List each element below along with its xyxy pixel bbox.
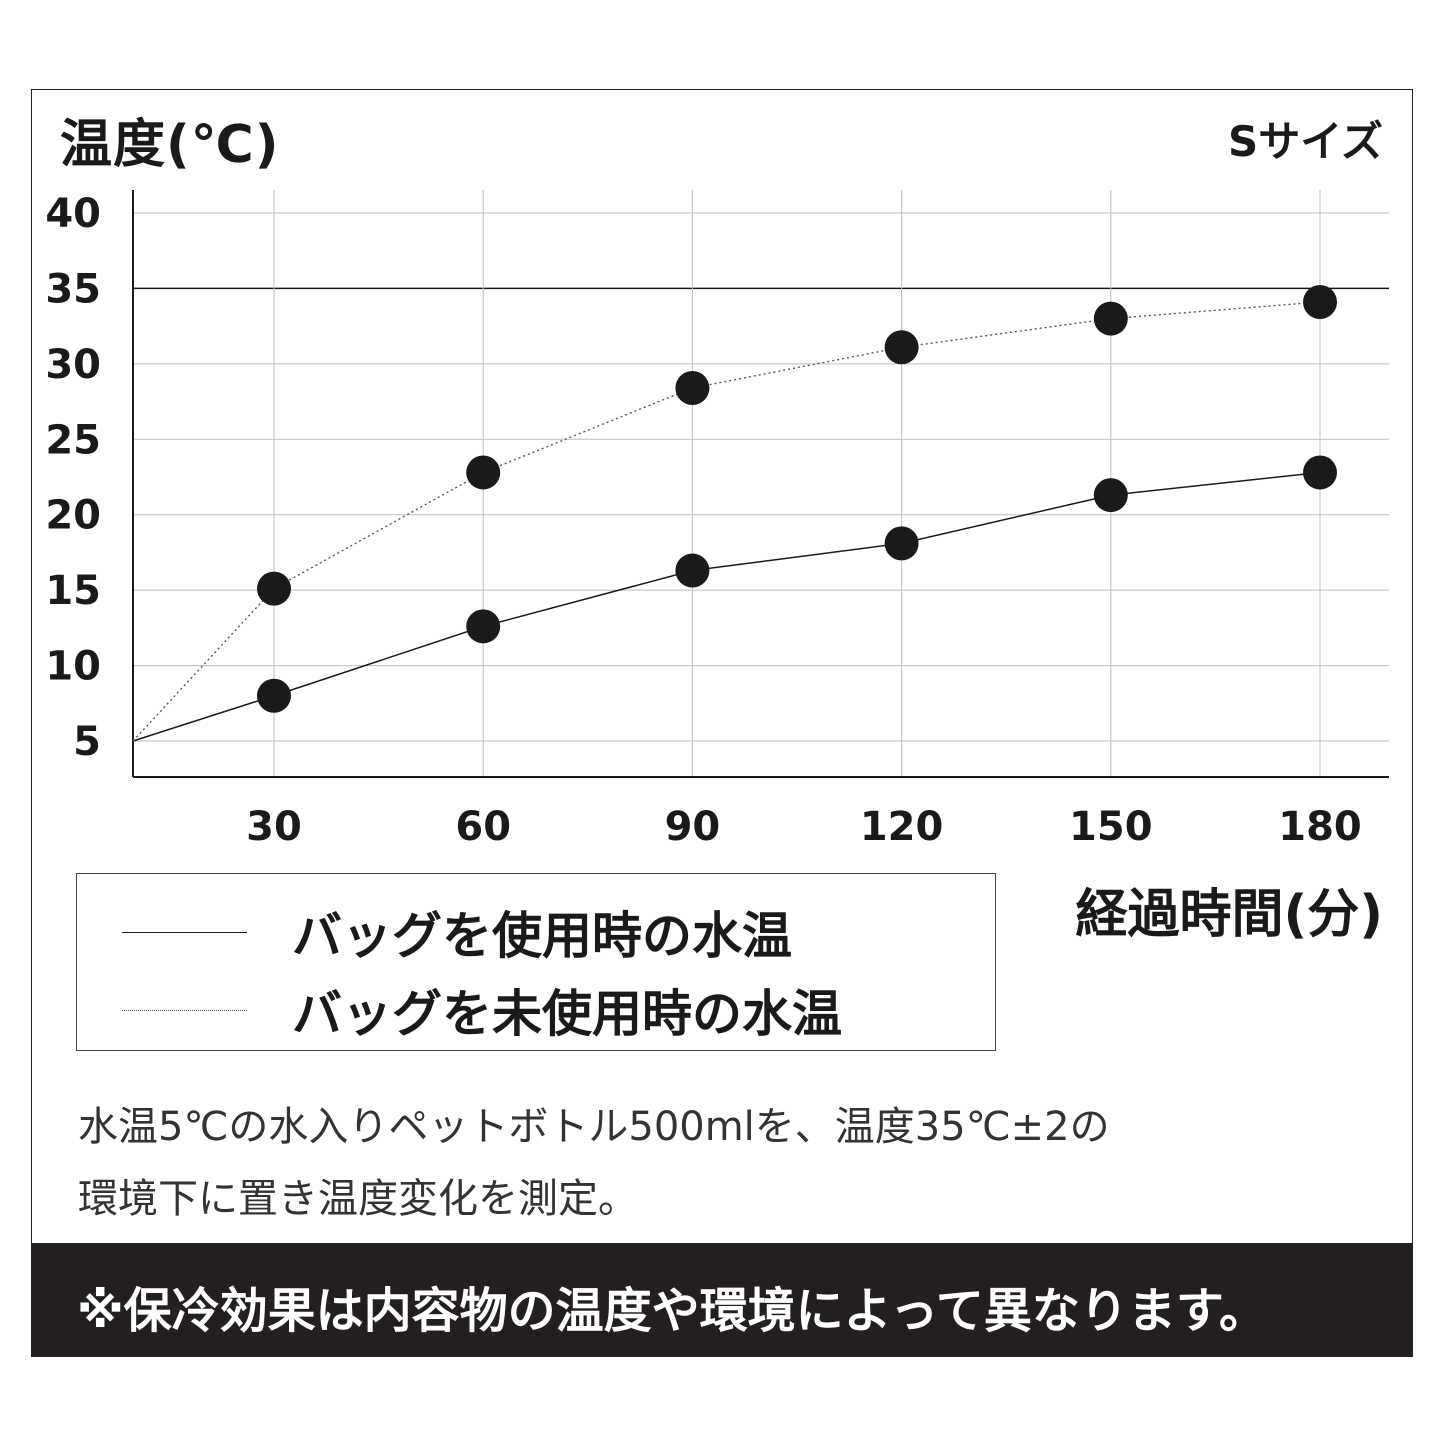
y-tick-label: 20 bbox=[45, 493, 101, 539]
data-point-unused bbox=[1093, 301, 1128, 336]
data-point-unused bbox=[675, 370, 710, 405]
footer-text: ※保冷効果は内容物の温度や環境によって異なります。 bbox=[77, 1283, 1268, 1339]
y-tick-label: 35 bbox=[45, 266, 101, 312]
x-axis-label: 経過時間(分) bbox=[1075, 885, 1383, 945]
y-tick-label: 40 bbox=[45, 191, 101, 237]
legend-item-used: バッグを使用時の水温 bbox=[122, 896, 792, 968]
note-line-2: 環境下に置き温度変化を測定。 bbox=[78, 1176, 638, 1222]
data-point-unused bbox=[884, 330, 919, 365]
y-tick-label: 30 bbox=[45, 342, 101, 388]
y-tick-label: 5 bbox=[73, 719, 101, 765]
y-tick-label: 10 bbox=[45, 644, 101, 690]
series-line-used bbox=[132, 471, 1321, 742]
data-point-unused bbox=[1303, 285, 1337, 320]
x-tick-label: 120 bbox=[860, 804, 944, 850]
legend-item-unused: バッグを未使用時の水温 bbox=[122, 974, 842, 1046]
chart-title: Sサイズ bbox=[1228, 117, 1383, 166]
footer-banner: ※保冷効果は内容物の温度や環境によって異なります。 bbox=[31, 1243, 1413, 1357]
data-point-used bbox=[675, 553, 710, 588]
x-tick-label: 150 bbox=[1069, 804, 1153, 850]
y-tick-label: 15 bbox=[45, 568, 101, 614]
legend-label-used: バッグを使用時の水温 bbox=[292, 907, 792, 965]
legend-solid-line-icon bbox=[122, 931, 247, 933]
data-point-unused bbox=[257, 571, 291, 606]
legend-dotted-line-icon bbox=[122, 1009, 247, 1011]
data-point-used bbox=[1303, 455, 1337, 490]
x-tick-label: 180 bbox=[1278, 804, 1362, 850]
data-point-used bbox=[257, 678, 291, 713]
series-line-unused bbox=[132, 301, 1321, 742]
x-tick-label: 30 bbox=[246, 804, 302, 850]
data-point-used bbox=[884, 526, 919, 561]
x-tick-label: 90 bbox=[665, 804, 721, 850]
legend: バッグを使用時の水温 バッグを未使用時の水温 bbox=[76, 873, 996, 1051]
data-point-used bbox=[1093, 478, 1128, 513]
x-tick-label: 60 bbox=[455, 804, 511, 850]
y-tick-label: 25 bbox=[45, 417, 101, 463]
data-point-unused bbox=[466, 455, 501, 490]
data-point-used bbox=[466, 609, 501, 644]
y-axis-label: 温度(℃) bbox=[60, 115, 280, 175]
note-line-1: 水温5℃の水入りペットボトル500mlを、温度35℃±2の bbox=[78, 1104, 1110, 1150]
legend-label-unused: バッグを未使用時の水温 bbox=[292, 985, 842, 1043]
